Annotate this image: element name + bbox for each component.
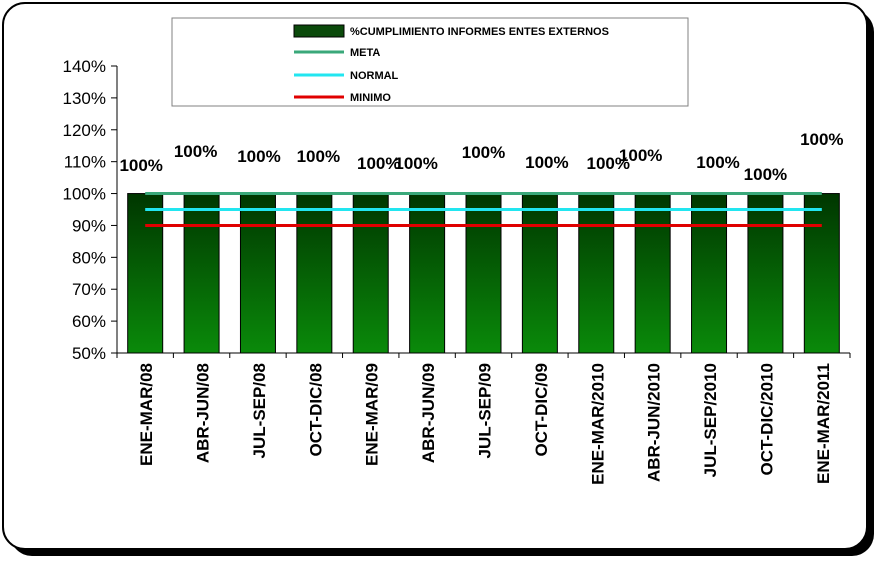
bar xyxy=(634,193,671,354)
data-label: 100% xyxy=(462,143,505,162)
bar xyxy=(296,193,333,354)
bar xyxy=(409,193,446,354)
x-tick-label: ABR-JUN/2010 xyxy=(645,363,664,482)
x-tick-label: OCT-DIC/2010 xyxy=(757,363,776,475)
x-tick-label: OCT-DIC/08 xyxy=(306,363,325,457)
y-tick-label: 90% xyxy=(72,216,106,235)
data-label: 100% xyxy=(800,130,843,149)
data-label: 100% xyxy=(297,147,340,166)
bar xyxy=(747,193,784,354)
bar xyxy=(239,193,276,354)
bar xyxy=(521,193,558,354)
data-label: 100% xyxy=(237,147,280,166)
data-label: 100% xyxy=(696,153,739,172)
x-tick-label: OCT-DIC/09 xyxy=(532,363,551,457)
x-tick-label: JUL-SEP/08 xyxy=(250,363,269,458)
bar xyxy=(578,193,615,354)
bar xyxy=(183,193,220,354)
legend-label: %CUMPLIMIENTO INFORMES ENTES EXTERNOS xyxy=(350,26,609,38)
data-label: 100% xyxy=(394,154,437,173)
y-tick-label: 70% xyxy=(72,280,106,299)
y-tick-label: 100% xyxy=(63,185,106,204)
data-labels: 100%100% 100% 100% 100%100%100%100% 100%100%… xyxy=(119,130,843,184)
legend-label: NORMAL xyxy=(350,70,399,82)
x-tick-label: ABR-JUN/08 xyxy=(194,363,213,463)
bar xyxy=(127,193,164,354)
y-tick-label: 110% xyxy=(64,153,106,172)
x-tick-label: JUL-SEP/2010 xyxy=(701,363,720,477)
legend: %CUMPLIMIENTO INFORMES ENTES EXTERNOS MET… xyxy=(171,17,689,107)
data-label: 100% xyxy=(174,142,217,161)
y-tick-label: 130% xyxy=(63,89,106,108)
data-label: 100% xyxy=(357,154,400,173)
bar xyxy=(352,193,389,354)
reference-lines xyxy=(145,192,822,227)
y-tick-label: 120% xyxy=(63,121,106,140)
legend-swatch-bar xyxy=(293,24,345,38)
x-tick-label: JUL-SEP/09 xyxy=(476,363,495,458)
y-tick-label: 50% xyxy=(72,344,106,363)
x-tick-label: ABR-JUN/09 xyxy=(419,363,438,463)
data-label: 100% xyxy=(525,153,568,172)
bar xyxy=(803,193,840,354)
y-tick-label: 140% xyxy=(63,57,106,76)
x-tick-label: ENE-MAR/08 xyxy=(137,363,156,466)
data-label: 100% xyxy=(587,154,630,173)
legend-label: MINIMO xyxy=(350,92,391,104)
legend-label: META xyxy=(350,47,380,59)
x-tick-label: ENE-MAR/2011 xyxy=(814,363,833,484)
legend-box xyxy=(171,17,689,107)
data-label: 100% xyxy=(119,156,162,175)
data-label: 100% xyxy=(744,165,787,184)
y-tick-label: 80% xyxy=(72,248,106,267)
x-tick-label: ENE-MAR/09 xyxy=(363,363,382,466)
data-label: 100% xyxy=(619,146,662,165)
y-tick-label: 60% xyxy=(72,312,106,331)
bar xyxy=(691,193,728,354)
bar xyxy=(465,193,502,354)
x-tick-label: ENE-MAR/2010 xyxy=(588,363,607,485)
